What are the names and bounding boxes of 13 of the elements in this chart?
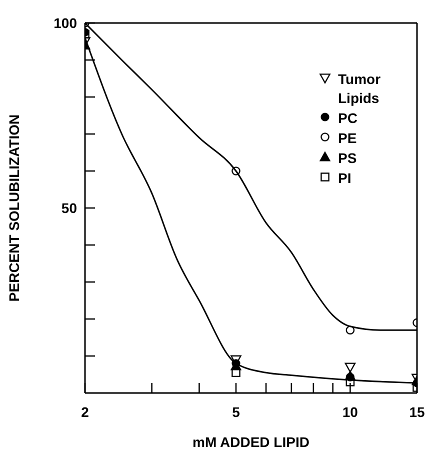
x-tick-label: 15 (409, 404, 425, 420)
y-tick-label: 100 (54, 14, 78, 31)
legend-label: PC (338, 109, 358, 128)
legend-label: Tumor Lipids (338, 70, 382, 108)
legend-label: PS (338, 149, 357, 168)
x-tick-label: 2 (81, 404, 90, 420)
legend-label: PI (338, 169, 352, 188)
x-tick-label: 10 (342, 404, 358, 420)
legend-label: PE (338, 129, 357, 148)
y-tick-label: 50 (61, 200, 78, 216)
x-tick-label: 5 (232, 404, 240, 420)
x-axis-title: mM ADDED LIPID (192, 434, 310, 450)
y-axis-title: PERCENT SOLUBILIZATION (6, 114, 22, 302)
